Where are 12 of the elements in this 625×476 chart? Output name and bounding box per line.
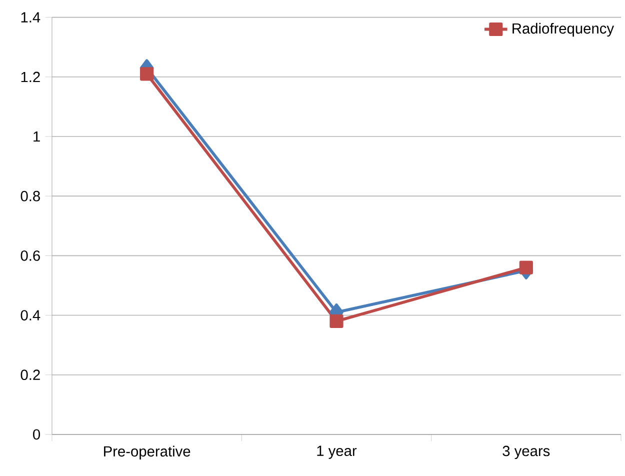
y-tick-label: 0.8	[20, 191, 40, 202]
y-tick-label: 0.2	[20, 370, 40, 380]
x-tick-label: Pre-operative	[104, 446, 190, 460]
y-tick-label: 1.2	[21, 72, 40, 82]
y-tick-label: 0	[33, 429, 40, 440]
y-tick-label: 1.4	[21, 12, 40, 22]
legend-label: Radiofrequency	[512, 23, 614, 37]
x-tick-label: 3 years	[502, 446, 550, 460]
x-tick-label: 1 year	[317, 446, 357, 460]
y-tick-label: 0.6	[20, 250, 40, 261]
y-tick-label: 1	[34, 132, 40, 142]
y-tick-label: 0.4	[20, 310, 40, 321]
